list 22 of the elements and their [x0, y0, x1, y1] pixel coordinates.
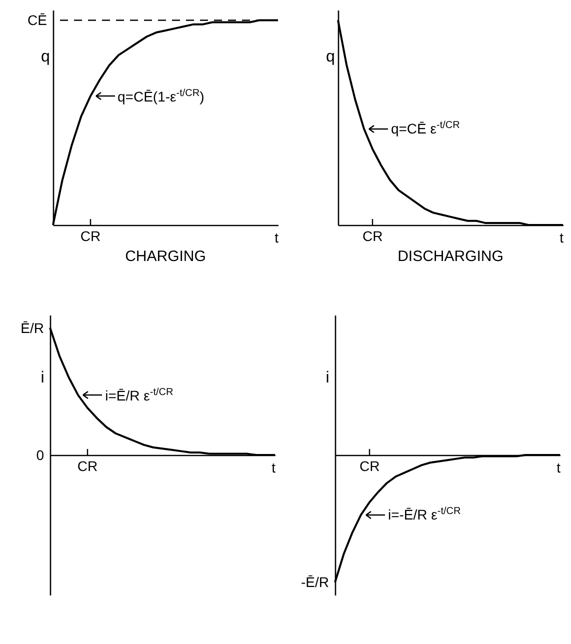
annotation: q=CĒ ε$^{-t/CR}$	[390, 120, 460, 138]
text: -Ē/R	[301, 574, 329, 590]
x-axis-title: t	[272, 460, 276, 476]
annotation: q=CĒ(1-ε$^{-t/CR}$)	[118, 88, 204, 104]
text: CR	[77, 458, 98, 474]
text: DISCHARGING	[398, 248, 504, 265]
text: CR	[362, 228, 383, 244]
text: 0	[36, 447, 44, 463]
text: CR	[80, 228, 101, 244]
annotation: CR	[359, 458, 380, 474]
y-axis-title: i	[40, 370, 44, 386]
text: Ē/R	[20, 320, 44, 336]
annotation: i=Ē/R ε$^{-t/CR}$	[105, 386, 174, 404]
x-axis-title: t	[556, 460, 561, 476]
x-axis-title: t	[560, 230, 564, 246]
y-axis-title: i	[326, 370, 330, 386]
y-axis-title: q	[326, 48, 335, 66]
y-axis-title: q	[41, 48, 50, 66]
x-axis-title: t	[274, 230, 279, 246]
ref-line-label: CĒ	[28, 12, 47, 28]
annotation: i=-Ē/R ε$^{-t/CR}$	[388, 506, 461, 524]
text: CHARGING	[125, 248, 206, 265]
